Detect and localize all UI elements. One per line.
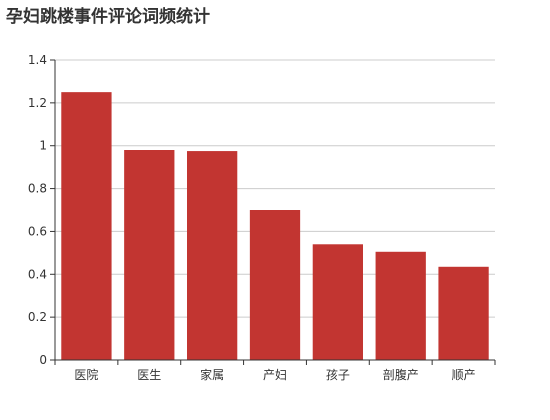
- x-tick-label: 家属: [200, 367, 224, 382]
- bars: [61, 92, 489, 361]
- bar-家属[interactable]: [187, 151, 238, 360]
- x-tick-label: 医生: [137, 368, 161, 382]
- x-tick-label: 医院: [74, 368, 98, 382]
- y-tick-label: 1.2: [28, 96, 47, 110]
- bar-剖腹产[interactable]: [375, 251, 426, 360]
- tick-labels: 0 0.2 0.4 0.6 0.8 1 1.2 1.4 医院 医生 家属 产妇 孩子 剖腹产 顺产: [28, 53, 476, 382]
- bar-产妇[interactable]: [249, 210, 301, 360]
- bar-医生[interactable]: [124, 150, 175, 360]
- y-tick-label: 1.4: [28, 53, 47, 67]
- axes: [50, 59, 496, 365]
- bar-医院[interactable]: [61, 92, 112, 361]
- y-tick-label: 0.6: [28, 224, 47, 238]
- bar-顺产[interactable]: [438, 266, 489, 360]
- x-tick-label: 顺产: [452, 368, 476, 382]
- x-tick-label: 孩子: [326, 368, 350, 382]
- y-tick-label: 1: [39, 139, 47, 153]
- x-tick-label: 剖腹产: [383, 368, 419, 382]
- y-tick-label: 0.4: [28, 267, 47, 281]
- y-tick-label: 0.2: [28, 310, 47, 324]
- y-tick-label: 0: [39, 353, 47, 367]
- bar-孩子[interactable]: [312, 244, 363, 360]
- chart-title: 孕妇跳楼事件评论词频统计: [6, 7, 210, 27]
- y-tick-label: 0.8: [28, 182, 47, 196]
- x-tick-label: 产妇: [263, 368, 287, 382]
